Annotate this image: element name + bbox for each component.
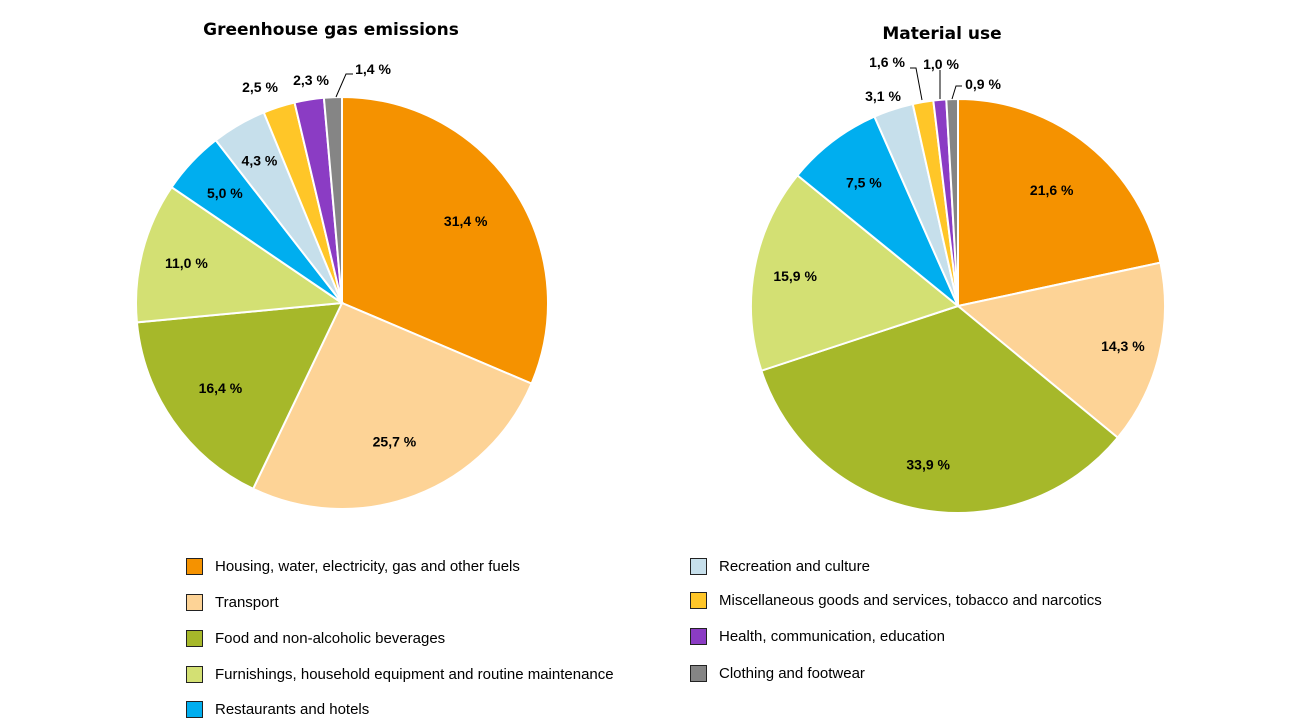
legend-label: Recreation and culture <box>719 557 870 575</box>
data-label-housing: 31,4 % <box>444 213 488 229</box>
legend-swatch-recreation <box>690 557 707 575</box>
legend-label: Miscellaneous goods and services, tobacc… <box>719 591 1102 609</box>
data-label-misc: 1,6 % <box>869 54 905 70</box>
legend-swatch-furnishings <box>186 665 203 683</box>
legend-item-restaurants: Restaurants and hotels <box>186 698 369 720</box>
legend-item-furnishings: Furnishings, household equipment and rou… <box>186 663 614 685</box>
pie-slice-food <box>760 304 1120 514</box>
data-label-health: 1,0 % <box>923 56 959 72</box>
pie-slice-clothing <box>945 97 959 307</box>
legend-label: Restaurants and hotels <box>215 700 370 718</box>
data-label-restaurants: 5,0 % <box>207 185 243 201</box>
legend-item-recreation: Recreation and culture <box>690 555 870 577</box>
data-label-furnishings: 11,0 % <box>165 255 208 271</box>
legend-item-housing: Housing, water, electricity, gas and oth… <box>186 555 520 577</box>
data-label-food: 33,9 % <box>906 457 950 473</box>
legend-swatch-housing <box>186 557 203 575</box>
legend-item-health: Health, communication, education <box>690 625 945 647</box>
legend-label: Clothing and footwear <box>719 664 865 682</box>
data-label-food: 16,4 % <box>199 380 243 396</box>
pie-slice-food <box>135 301 344 491</box>
leader-line-clothing <box>335 73 353 98</box>
legend-item-clothing: Clothing and footwear <box>690 662 865 684</box>
legend-swatch-transport <box>186 593 203 611</box>
pie-slice-clothing <box>322 95 343 304</box>
data-label-recreation: 4,3 % <box>242 152 278 168</box>
pie-slice-furnishings <box>750 173 961 372</box>
leader-line-misc <box>910 67 923 101</box>
data-label-clothing: 1,4 % <box>355 61 391 77</box>
legend-label: Housing, water, electricity, gas and oth… <box>215 557 520 575</box>
legend-swatch-health <box>690 627 707 645</box>
legend-swatch-food <box>186 629 203 647</box>
pie-slice-restaurants <box>796 115 959 307</box>
pie-chart-material: 21,6 % 14,3 % 33,9 % 15,9 % 7,5 % 3,1 % 1,6 % 1… <box>750 54 1166 514</box>
leader-line-clothing <box>951 85 962 100</box>
data-label-misc: 2,5 % <box>242 79 278 95</box>
data-label-housing: 21,6 % <box>1030 182 1074 198</box>
legend-label: Health, communication, education <box>719 627 945 645</box>
pie-slice-housing <box>341 95 549 385</box>
legend-item-transport: Transport <box>186 591 279 613</box>
legend-item-misc: Miscellaneous goods and services, tobacc… <box>690 589 1102 611</box>
legend-swatch-misc <box>690 591 707 609</box>
data-label-transport: 14,3 % <box>1101 338 1145 354</box>
legend-swatch-clothing <box>690 664 707 682</box>
pie-slice-housing <box>957 97 1162 308</box>
data-label-recreation: 3,1 % <box>865 88 901 104</box>
legend-label: Furnishings, household equipment and rou… <box>215 665 614 683</box>
data-label-clothing: 0,9 % <box>965 76 1001 92</box>
legend-label: Transport <box>215 593 279 611</box>
legend-item-food: Food and non-alcoholic beverages <box>186 627 445 649</box>
pie-chart-ghg: 31,4 % 25,7 % 16,4 % 11,0 % 5,0 % 4,3 % 2,5 % 2… <box>135 61 549 510</box>
pie-slice-transport <box>251 301 533 510</box>
pie-slice-transport <box>955 261 1166 440</box>
data-label-furnishings: 15,9 % <box>773 268 817 284</box>
chart-title-material: Material use <box>882 24 1001 44</box>
data-label-restaurants: 7,5 % <box>846 175 882 191</box>
pie-slice-furnishings <box>135 185 345 324</box>
legend-swatch-restaurants <box>186 700 203 718</box>
data-label-transport: 25,7 % <box>373 434 417 450</box>
chart-title-ghg: Greenhouse gas emissions <box>203 20 459 40</box>
legend-label: Food and non-alcoholic beverages <box>215 629 446 647</box>
data-label-health: 2,3 % <box>293 72 329 88</box>
